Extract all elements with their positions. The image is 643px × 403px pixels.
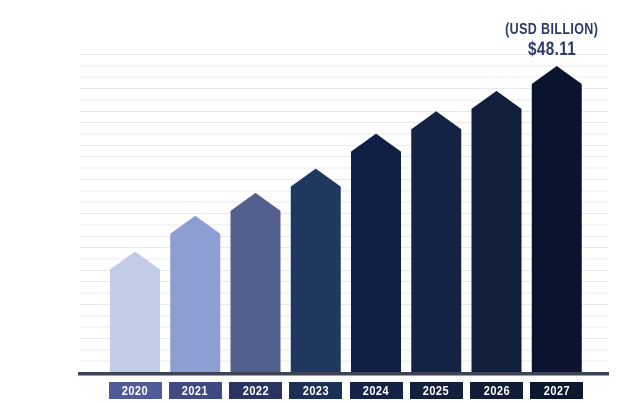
bar-2025 (411, 111, 462, 373)
unit-label: (USD BILLION) (505, 21, 599, 38)
chart-value-callout: (USD BILLION) $48.11 (462, 21, 642, 60)
bar-2020 (110, 251, 160, 373)
bar-2027 (531, 66, 582, 373)
bar-2024 (351, 133, 401, 373)
bar-2023 (290, 168, 341, 373)
bar-2021 (170, 215, 221, 373)
x-axis-line (78, 372, 609, 376)
bar-2022 (230, 192, 281, 373)
value-label: $48.11 (527, 38, 577, 60)
bar-2026 (471, 90, 522, 373)
